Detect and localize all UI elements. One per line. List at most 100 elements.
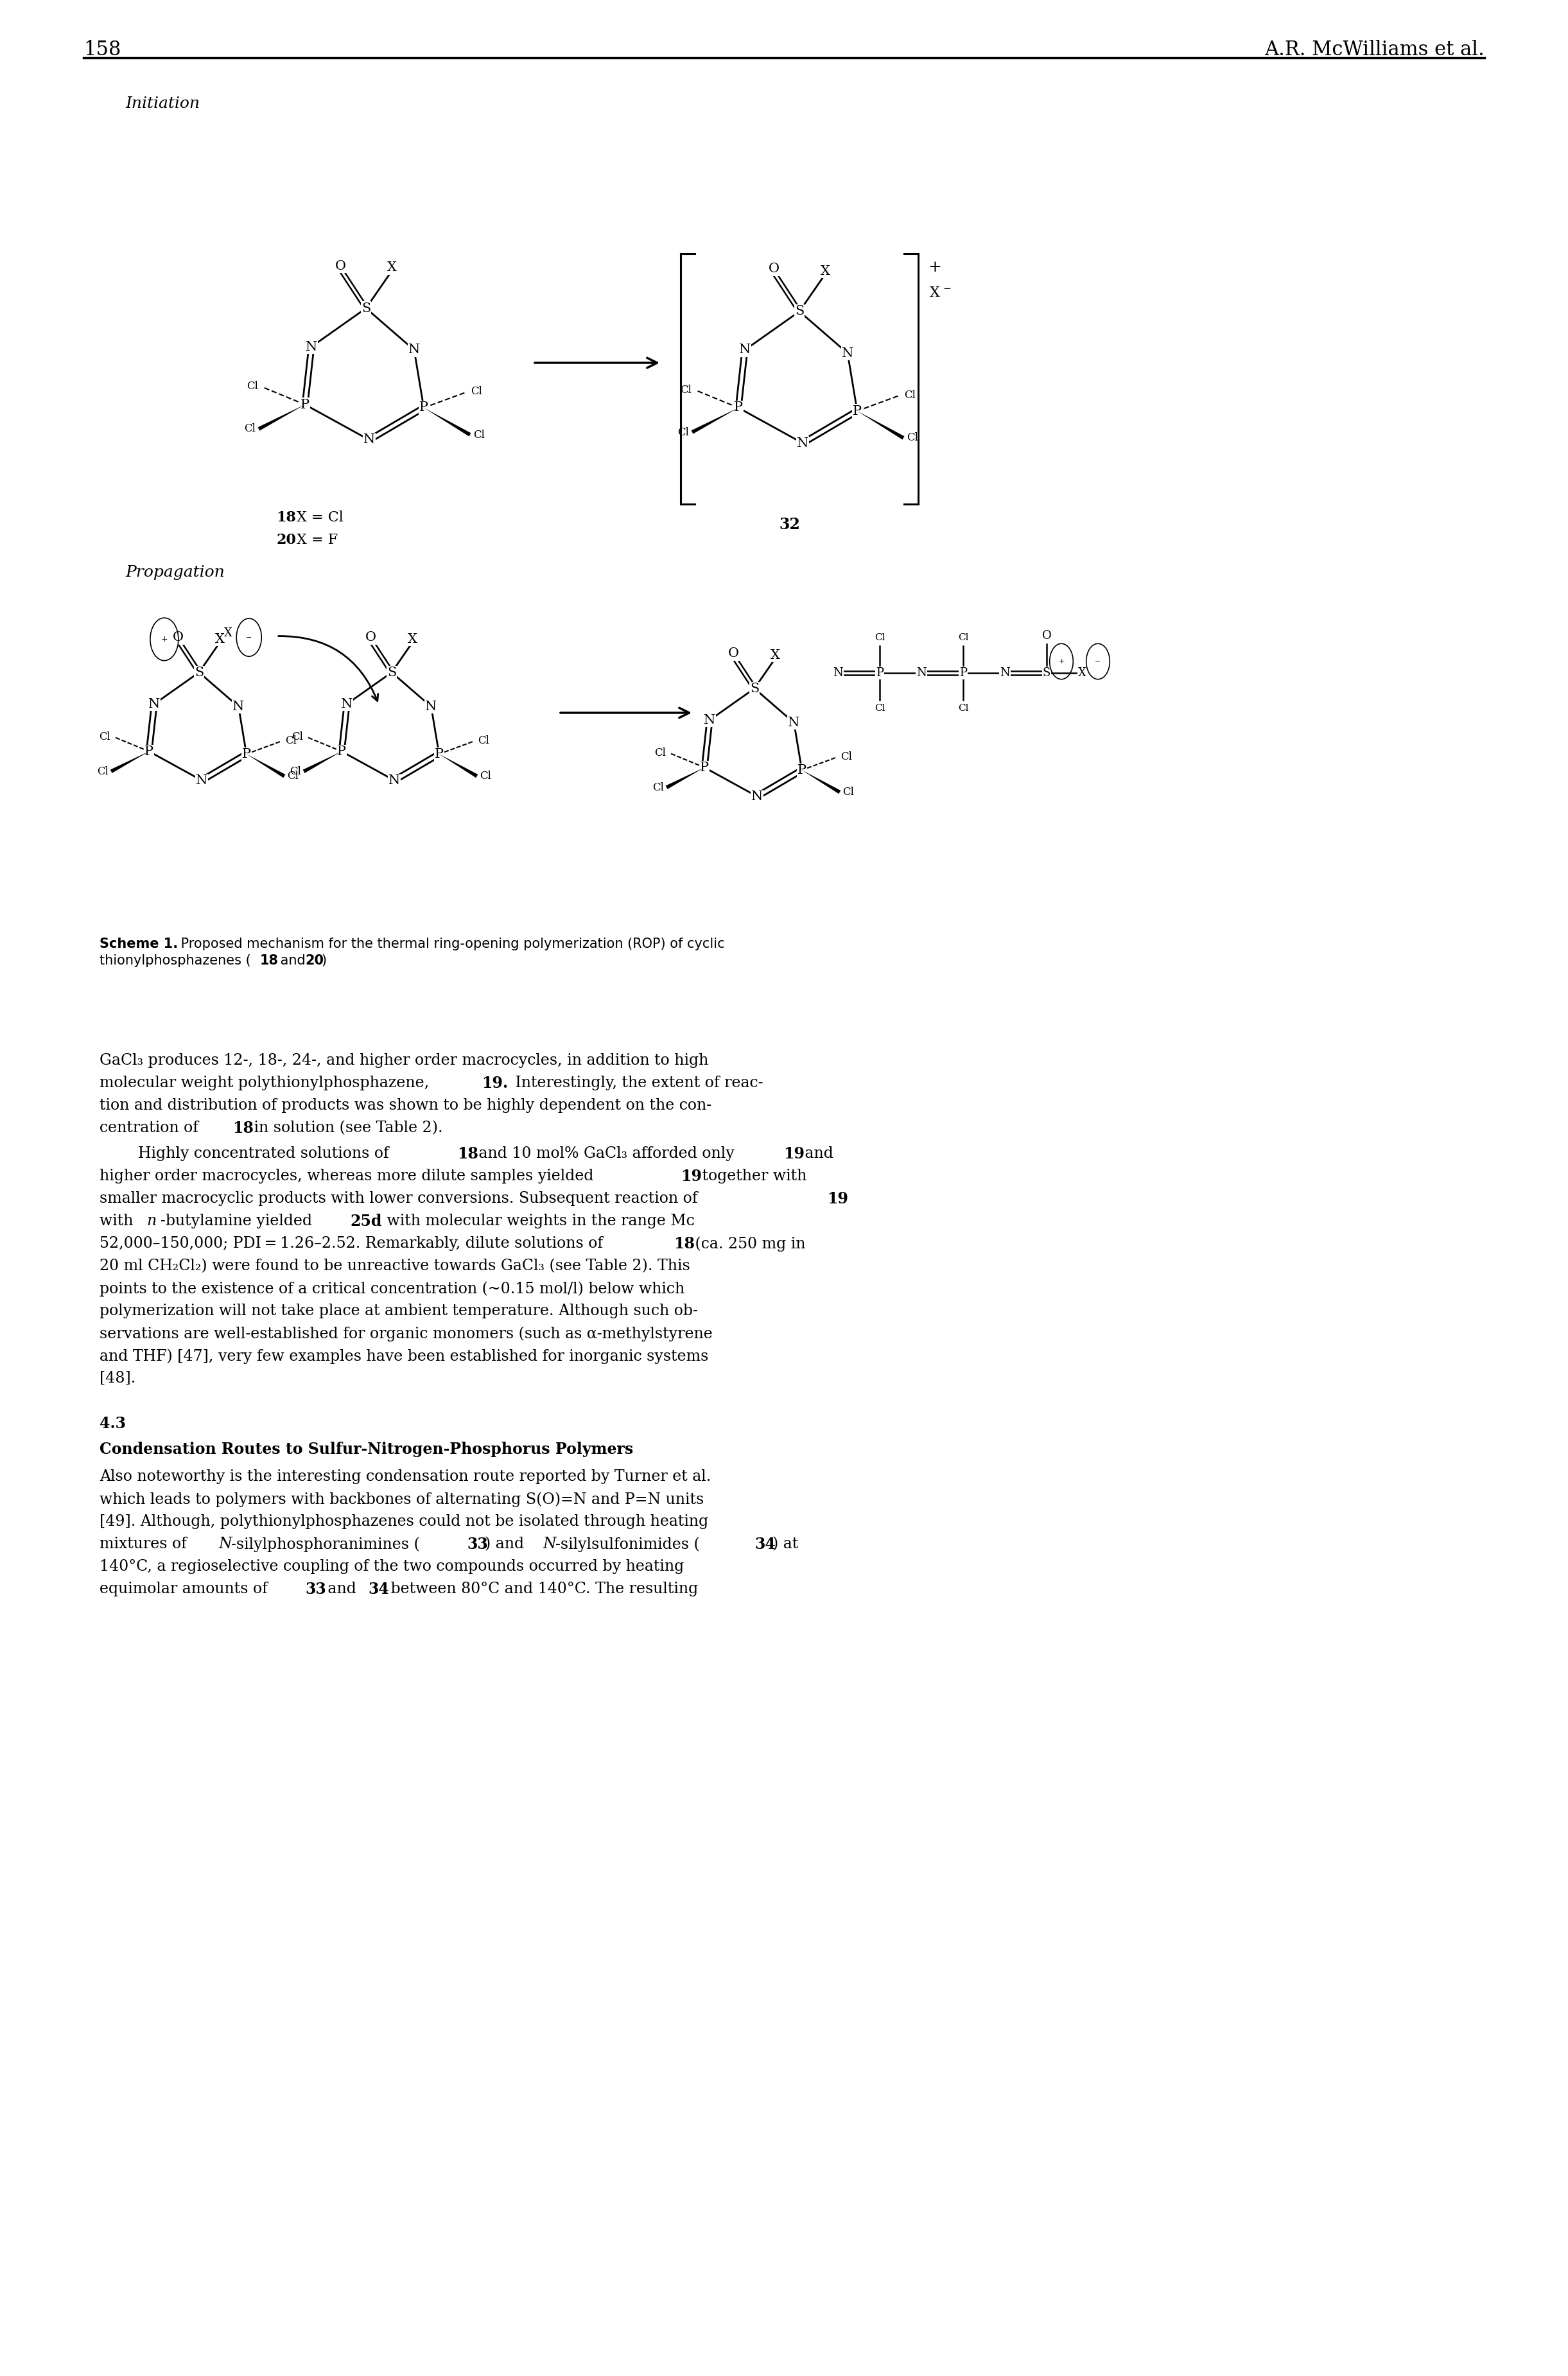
Text: [49]. Although, polythionylphosphazenes could not be isolated through heating: [49]. Although, polythionylphosphazenes … (99, 1514, 709, 1530)
Text: 140°C, a regioselective coupling of the two compounds occurred by heating: 140°C, a regioselective coupling of the … (99, 1559, 684, 1573)
Text: S: S (194, 665, 204, 680)
Text: X: X (387, 261, 397, 273)
Polygon shape (257, 404, 306, 430)
Text: Cl: Cl (470, 387, 481, 397)
Polygon shape (858, 411, 905, 440)
Text: 32: 32 (779, 518, 800, 532)
Text: Cl: Cl (246, 380, 259, 392)
Text: Cl: Cl (287, 770, 298, 782)
Text: P: P (144, 746, 154, 758)
Text: O: O (728, 649, 739, 661)
Text: N: N (196, 775, 207, 786)
Text: +: + (928, 259, 941, 276)
Text: P: P (301, 399, 309, 411)
Text: N: N (704, 713, 715, 727)
Text: 33: 33 (306, 1582, 326, 1597)
Text: Cl: Cl (905, 390, 916, 402)
Text: Cl: Cl (290, 765, 301, 777)
Text: Also noteworthy is the interesting condensation route reported by Turner et al.: Also noteworthy is the interesting conde… (99, 1468, 710, 1485)
Text: X: X (930, 285, 939, 299)
Text: N: N (751, 791, 764, 803)
Text: Cl: Cl (875, 703, 884, 713)
Text: Proposed mechanism for the thermal ring-opening polymerization (ROP) of cyclic: Proposed mechanism for the thermal ring-… (177, 939, 724, 950)
Text: N: N (789, 718, 800, 729)
Text: thionylphosphazenes (: thionylphosphazenes ( (99, 955, 251, 967)
Text: 18: 18 (674, 1236, 695, 1252)
Text: N: N (342, 699, 353, 710)
Text: mixtures of: mixtures of (99, 1537, 191, 1552)
Text: and THF) [47], very few examples have been established for inorganic systems: and THF) [47], very few examples have be… (99, 1350, 709, 1364)
Text: 19: 19 (826, 1190, 848, 1207)
Text: P: P (419, 402, 428, 413)
Text: Cl: Cl (478, 737, 489, 746)
Text: X: X (771, 649, 781, 661)
Text: ): ) (321, 955, 326, 967)
Text: points to the existence of a critical concentration (~0.15 mol/l) below which: points to the existence of a critical co… (99, 1281, 685, 1297)
Text: 20: 20 (276, 532, 296, 546)
Text: 52,000–150,000; PDI = 1.26–2.52. Remarkably, dilute solutions of: 52,000–150,000; PDI = 1.26–2.52. Remarka… (99, 1236, 608, 1250)
Text: 18: 18 (276, 511, 296, 525)
Text: which leads to polymers with backbones of alternating S(O)=N and P=N units: which leads to polymers with backbones o… (99, 1492, 704, 1506)
Polygon shape (246, 753, 285, 777)
Text: ) and: ) and (485, 1537, 528, 1552)
Text: N: N (232, 701, 245, 713)
Text: O: O (1041, 630, 1052, 642)
Text: P: P (960, 668, 967, 680)
Text: N: N (916, 668, 927, 680)
Text: Cl: Cl (906, 432, 919, 444)
Text: Cl: Cl (654, 746, 666, 758)
Text: n: n (146, 1214, 157, 1228)
Text: 4.3: 4.3 (99, 1416, 125, 1430)
Polygon shape (801, 770, 840, 794)
Text: N: N (408, 345, 420, 356)
Polygon shape (439, 753, 478, 777)
Text: X: X (820, 264, 829, 278)
Text: Scheme 1.: Scheme 1. (99, 939, 177, 950)
Text: 18: 18 (232, 1121, 254, 1136)
Text: Cl: Cl (958, 632, 969, 642)
Text: equimolar amounts of: equimolar amounts of (99, 1582, 273, 1597)
Text: P: P (434, 748, 444, 760)
Text: P: P (877, 668, 883, 680)
Text: with molecular weights in the range Mᴄ: with molecular weights in the range Mᴄ (383, 1214, 695, 1228)
Text: Cl: Cl (292, 732, 303, 741)
Text: N: N (739, 345, 751, 356)
Text: 18: 18 (260, 955, 279, 967)
Text: Interestingly, the extent of reac-: Interestingly, the extent of reac- (511, 1076, 764, 1091)
Text: N: N (149, 699, 160, 710)
Text: ) at: ) at (773, 1537, 798, 1552)
Text: P: P (798, 765, 806, 777)
Text: O: O (768, 264, 779, 276)
Text: +: + (1058, 658, 1065, 665)
Text: N: N (364, 435, 375, 447)
Polygon shape (303, 751, 342, 772)
Text: +: + (162, 634, 168, 644)
Text: N: N (842, 347, 853, 359)
Text: Cl: Cl (875, 632, 884, 642)
Text: S: S (361, 302, 370, 314)
Text: with: with (99, 1214, 138, 1228)
Text: centration of: centration of (99, 1121, 204, 1136)
Polygon shape (691, 409, 739, 435)
Text: and: and (800, 1145, 833, 1162)
Text: 19.: 19. (481, 1076, 508, 1091)
Text: higher order macrocycles, whereas more dilute samples yielded: higher order macrocycles, whereas more d… (99, 1169, 599, 1183)
Polygon shape (666, 767, 704, 789)
Text: N: N (797, 437, 809, 449)
Text: Initiation: Initiation (125, 97, 199, 112)
Text: Condensation Routes to Sulfur-Nitrogen-Phosphorus Polymers: Condensation Routes to Sulfur-Nitrogen-P… (99, 1442, 633, 1456)
Text: and 10 mol% GaCl₃ afforded only: and 10 mol% GaCl₃ afforded only (474, 1145, 739, 1162)
Text: -silylsulfonimides (: -silylsulfonimides ( (555, 1537, 699, 1552)
Text: 20: 20 (306, 955, 323, 967)
Text: 25d: 25d (350, 1214, 381, 1228)
Text: N: N (218, 1537, 232, 1552)
Text: 20 ml CH₂Cl₂) were found to be unreactive towards GaCl₃ (see Table 2). This: 20 ml CH₂Cl₂) were found to be unreactiv… (99, 1259, 690, 1274)
Text: Cl: Cl (474, 430, 485, 440)
Text: O: O (365, 632, 376, 644)
Text: 19: 19 (681, 1169, 702, 1183)
Text: Cl: Cl (99, 732, 111, 741)
Text: 34: 34 (754, 1537, 776, 1552)
Text: X: X (1077, 668, 1087, 680)
Text: X: X (215, 632, 224, 646)
Text: Highly concentrated solutions of: Highly concentrated solutions of (138, 1145, 394, 1162)
